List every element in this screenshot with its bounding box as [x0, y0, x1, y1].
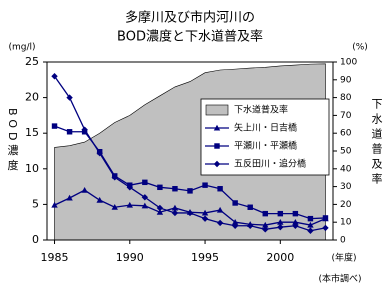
marker: [247, 204, 253, 210]
y2-unit: (%): [352, 43, 368, 53]
marker: [292, 210, 299, 217]
x-tick-label: 1995: [191, 251, 219, 264]
y-tick-label: 10: [25, 162, 39, 175]
y2-tick-label: 40: [340, 164, 352, 174]
marker: [171, 209, 179, 217]
marker: [66, 194, 73, 201]
marker: [277, 223, 284, 231]
marker: [187, 188, 193, 194]
marker: [156, 204, 164, 212]
marker: [66, 94, 73, 101]
y-tick-label: 0: [32, 233, 39, 246]
marker: [96, 149, 103, 157]
y2-tick-label: 50: [340, 147, 352, 157]
marker: [81, 186, 88, 193]
marker: [292, 219, 299, 225]
marker: [172, 186, 178, 192]
marker: [81, 126, 88, 133]
marker: [217, 186, 223, 192]
y-unit: (mg/l): [8, 43, 35, 53]
legend-swatch: [205, 104, 229, 116]
x-axis-label: (年度): [331, 252, 356, 264]
marker: [171, 204, 179, 211]
marker: [277, 219, 284, 225]
x-tick-label: 1985: [41, 251, 69, 264]
y-tick-label: 15: [25, 126, 39, 139]
marker: [141, 194, 149, 201]
marker: [111, 204, 118, 210]
y-axis-title: BOD濃度: [6, 108, 19, 174]
marker: [307, 227, 314, 234]
y2-tick-label: 10: [340, 218, 352, 228]
x-tick-label: 1990: [116, 251, 144, 264]
y2-axis-title: 下水道普及率: [370, 98, 383, 188]
marker: [307, 215, 314, 222]
marker: [231, 219, 239, 225]
marker: [186, 209, 194, 217]
marker: [247, 222, 254, 229]
y2-tick-label: 90: [340, 75, 352, 85]
marker: [126, 201, 133, 208]
marker: [157, 184, 163, 191]
marker: [277, 210, 284, 217]
legend-label: 下水道普及率: [234, 104, 288, 116]
chart-title: 多摩川及び市内河川の: [125, 10, 255, 26]
marker: [142, 179, 148, 186]
marker: [322, 224, 329, 232]
marker: [66, 129, 73, 135]
marker: [214, 143, 220, 149]
note: (本市調べ): [318, 273, 361, 285]
marker: [322, 215, 329, 221]
marker: [201, 215, 209, 222]
marker: [51, 201, 58, 208]
marker: [141, 202, 149, 209]
legend-label: 五反田川・追分橋: [234, 158, 306, 170]
y2-tick-label: 30: [340, 182, 352, 192]
marker: [51, 123, 58, 129]
marker: [307, 221, 314, 228]
y-tick-label: 5: [32, 197, 39, 210]
marker: [216, 219, 224, 227]
marker: [262, 221, 269, 228]
marker: [126, 184, 133, 191]
marker: [262, 226, 269, 233]
marker: [262, 210, 268, 217]
marker: [216, 206, 224, 213]
marker: [232, 200, 238, 206]
y2-tick-label: 60: [340, 129, 352, 139]
marker: [156, 209, 164, 215]
y2-tick-label: 100: [340, 58, 357, 68]
legend-label: 矢上川・日吉橋: [234, 122, 297, 134]
marker: [51, 73, 58, 80]
marker: [231, 222, 239, 229]
y-tick-label: 20: [25, 91, 39, 104]
legend-label: 平瀬川・平瀬橋: [234, 140, 297, 152]
chart-title: BOD濃度と下水道普及率: [117, 29, 263, 45]
marker: [111, 174, 118, 181]
y2-tick-label: 80: [340, 93, 352, 103]
marker: [201, 209, 209, 216]
y-tick-label: 25: [25, 55, 39, 68]
y2-tick-label: 20: [340, 200, 352, 210]
marker: [213, 124, 221, 131]
marker: [96, 196, 103, 203]
y2-tick-label: 70: [340, 111, 352, 121]
x-tick-label: 2000: [266, 251, 294, 264]
marker: [292, 222, 299, 229]
marker: [202, 182, 208, 188]
marker: [213, 160, 221, 168]
y2-tick-label: 0: [340, 236, 346, 246]
